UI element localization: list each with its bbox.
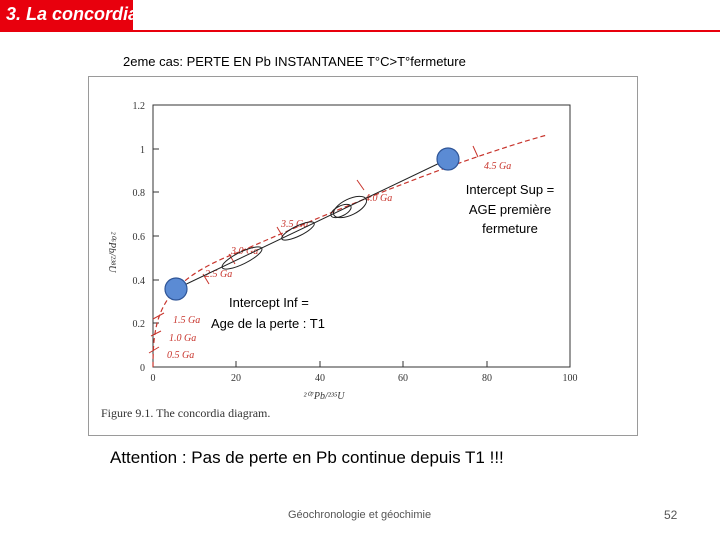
age-label: 2.5 Ga (205, 269, 232, 280)
concordia-diagram: 0 0.2 0.4 0.6 0.8 1 1.2 0 20 40 60 80 10… (101, 101, 578, 420)
intercept-inf-label: Age de la perte : T1 (211, 316, 325, 331)
title-underline (0, 30, 720, 32)
lower-intercept-point (164, 277, 188, 301)
page-number: 52 (664, 508, 678, 522)
age-label: 0.5 Ga (167, 350, 194, 361)
y-tick-label: 0.2 (133, 319, 146, 330)
age-tick (356, 179, 365, 191)
slide-subtitle: 2eme cas: PERTE EN Pb INSTANTANEE T°C>T°… (123, 54, 466, 69)
y-tick-label: 1.2 (133, 101, 146, 112)
slide-title: 3. La concordia (6, 4, 139, 24)
age-label: 3.5 Ga (280, 219, 308, 230)
upper-intercept-point (436, 147, 460, 171)
x-tick-label: 40 (315, 373, 325, 384)
age-label: 1.5 Ga (173, 315, 200, 326)
y-axis (153, 148, 159, 368)
concordia-curve (152, 134, 548, 368)
error-ellipse (281, 221, 315, 241)
age-label: 1.0 Ga (169, 333, 196, 344)
x-axis-label: ²⁰⁷Pb/²³⁵U (303, 391, 345, 402)
y-tick-label: 0.8 (133, 188, 146, 199)
age-tick (148, 346, 160, 354)
attention-note: Attention : Pas de perte en Pb continue … (110, 448, 504, 467)
intercept-sup-label: Intercept Sup = (466, 182, 555, 197)
x-tick-label: 100 (563, 373, 578, 384)
intercept-sup-label: AGE première (469, 202, 551, 217)
y-tick-label: 0.6 (133, 232, 146, 243)
x-tick-label: 60 (398, 373, 408, 384)
intercept-inf-label: Intercept Inf = (229, 295, 309, 310)
error-ellipse (330, 203, 352, 219)
y-tick-label: 1 (140, 145, 145, 156)
age-tick (228, 253, 236, 265)
y-tick-label: 0 (140, 363, 145, 374)
x-tick-label: 80 (482, 373, 492, 384)
footer-text: Géochronologie et géochimie (288, 509, 432, 521)
error-ellipse (332, 195, 368, 219)
figure-caption: Figure 9.1. The concordia diagram. (101, 406, 270, 420)
age-label: 4.0 Ga (365, 193, 392, 204)
x-tick-label: 0 (151, 373, 156, 384)
x-tick-label: 20 (231, 373, 241, 384)
slide-title-bar: 3. La concordia (0, 0, 138, 30)
age-tick (472, 145, 479, 158)
age-label: 3.0 Ga (230, 246, 258, 257)
age-tick (276, 226, 284, 238)
age-ticks (148, 145, 479, 354)
age-label: 4.5 Ga (484, 161, 511, 172)
age-tick (150, 330, 162, 337)
error-ellipse (221, 246, 263, 270)
y-axis-label: ²⁰⁶Pb/²³⁸U (106, 231, 117, 273)
x-axis (235, 361, 488, 367)
concordia-figure: 0 0.2 0.4 0.6 0.8 1 1.2 0 20 40 60 80 10… (88, 76, 638, 436)
discordia-line (175, 158, 449, 290)
age-tick (152, 312, 165, 320)
intercept-sup-label: fermeture (482, 221, 538, 236)
y-tick-label: 0.4 (133, 276, 146, 287)
